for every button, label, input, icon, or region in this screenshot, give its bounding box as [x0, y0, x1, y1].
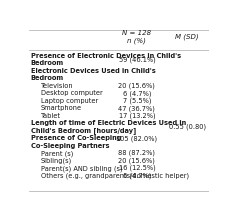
Text: Laptop computer: Laptop computer: [40, 98, 97, 104]
Text: Desktop computer: Desktop computer: [40, 90, 102, 96]
Text: 0.55 (0.80): 0.55 (0.80): [168, 124, 205, 130]
Text: M (SD): M (SD): [175, 34, 198, 40]
Text: 16 (12.5%): 16 (12.5%): [118, 165, 155, 171]
Text: N = 128
n (%): N = 128 n (%): [122, 30, 151, 44]
Text: 105 (82.0%): 105 (82.0%): [116, 135, 157, 141]
Text: 20 (15.6%): 20 (15.6%): [118, 83, 155, 89]
Text: Length of time of Electric Devices Used in
Child's Bedroom [hours/day]: Length of time of Electric Devices Used …: [31, 120, 185, 134]
Text: 88 (87.2%): 88 (87.2%): [118, 150, 155, 157]
Text: Sibling(s): Sibling(s): [40, 158, 72, 164]
Text: 6 (4.7%): 6 (4.7%): [122, 172, 150, 179]
Text: 59 (46.1%): 59 (46.1%): [118, 56, 155, 63]
Text: Parent(s) AND sibling (s): Parent(s) AND sibling (s): [40, 165, 122, 172]
Text: 7 (5.5%): 7 (5.5%): [122, 98, 150, 104]
Text: Presence of Co-Sleeping: Presence of Co-Sleeping: [31, 135, 121, 141]
Text: 6 (4.7%): 6 (4.7%): [122, 90, 150, 97]
Text: 47 (36.7%): 47 (36.7%): [118, 105, 155, 112]
Text: Co-Sleeping Partners: Co-Sleeping Partners: [31, 143, 109, 149]
Text: Smartphone: Smartphone: [40, 105, 82, 111]
Text: Television: Television: [40, 83, 73, 89]
Text: 20 (15.6%): 20 (15.6%): [118, 157, 155, 164]
Text: Others (e.g., grandparents/domestic helper): Others (e.g., grandparents/domestic help…: [40, 173, 188, 179]
Text: 17 (13.2%): 17 (13.2%): [118, 112, 155, 119]
Text: Parent (s): Parent (s): [40, 150, 73, 157]
Text: Tablet: Tablet: [40, 113, 61, 119]
Text: Electronic Devices Used in Child's
Bedroom: Electronic Devices Used in Child's Bedro…: [31, 68, 155, 81]
Text: Presence of Electronic Devices in Child's
Bedroom: Presence of Electronic Devices in Child'…: [31, 53, 180, 66]
